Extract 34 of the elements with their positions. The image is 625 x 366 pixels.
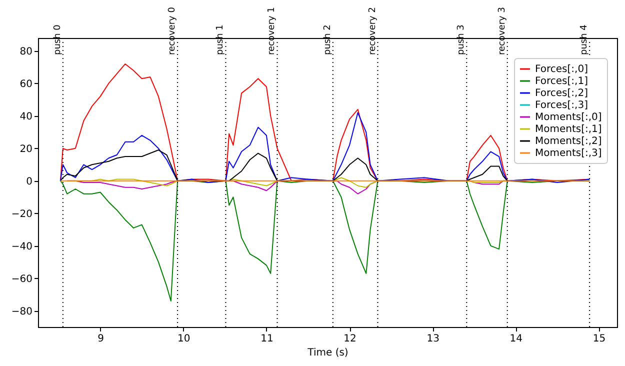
legend-label: Forces[:,3] [535,100,588,111]
ref-line-label: recovery 2 [368,7,378,55]
x-tick-label: 14 [510,334,523,344]
ref-line-label: push 1 [216,24,226,55]
x-tick-label: 10 [178,334,190,344]
ref-line-label: push 2 [322,24,333,55]
x-tick-label: 11 [260,334,274,344]
y-tick-label: −20 [11,208,32,220]
legend-label: Moments[:,1] [535,124,602,135]
y-tick-label: 40 [20,111,32,122]
legend-label: Forces[:,0] [535,64,588,75]
legend-label: Forces[:,1] [535,76,588,87]
x-tick-label: 15 [592,334,606,344]
y-tick-label: −80 [11,306,32,318]
legend-label: Forces[:,2] [535,88,588,99]
y-tick-label: −40 [11,241,32,252]
x-tick-label: 13 [426,334,440,344]
y-tick-label: 0 [26,176,32,188]
y-tick-label: 60 [20,78,32,90]
y-tick-label: 20 [20,144,32,155]
legend-label: Moments[:,2] [535,136,602,147]
ref-line-label: recovery 3 [497,7,508,55]
x-tick-label: 9 [98,334,104,344]
y-tick-label: 80 [20,46,32,58]
ref-line-label: push 0 [52,24,63,55]
legend-label: Moments[:,3] [535,148,602,159]
ref-line-label: push 4 [580,24,590,55]
ref-line-label: push 3 [456,24,467,55]
legend-label: Moments[:,0] [535,112,602,123]
x-axis-title: Time (s) [306,348,348,358]
ref-line-label: recovery 0 [168,6,178,55]
ref-line-label: recovery 1 [267,7,278,55]
x-tick-label: 12 [344,334,356,344]
y-tick-label: −60 [11,274,32,285]
